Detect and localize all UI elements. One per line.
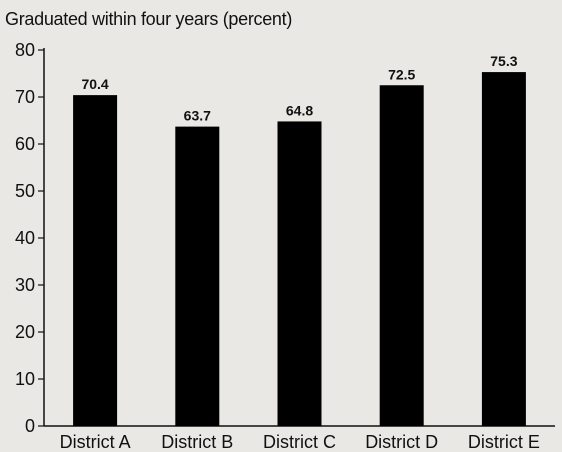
x-tick-label: District E: [468, 432, 540, 452]
bar: [73, 95, 118, 427]
x-tick-label: District A: [60, 432, 131, 452]
x-tick-label: District D: [365, 432, 438, 452]
y-tick-label: 30: [15, 275, 35, 295]
bar: [481, 72, 526, 426]
y-tick-label: 0: [25, 416, 35, 436]
y-tick-label: 70: [15, 87, 35, 107]
y-tick-label: 40: [15, 228, 35, 248]
data-label: 75.3: [490, 53, 517, 69]
data-label: 64.8: [286, 102, 313, 118]
bar: [277, 121, 322, 426]
chart-title: Graduated within four years (percent): [5, 9, 293, 29]
y-tick-label: 10: [15, 369, 35, 389]
y-tick-label: 80: [15, 40, 35, 60]
bar: [175, 126, 220, 427]
x-tick-label: District B: [161, 432, 233, 452]
y-tick-label: 20: [15, 322, 35, 342]
bar: [379, 85, 424, 426]
data-label: 70.4: [81, 76, 108, 92]
y-tick-label: 50: [15, 181, 35, 201]
data-label: 63.7: [184, 108, 211, 124]
data-label: 72.5: [388, 66, 415, 82]
y-tick-label: 60: [15, 134, 35, 154]
x-tick-label: District C: [263, 432, 336, 452]
